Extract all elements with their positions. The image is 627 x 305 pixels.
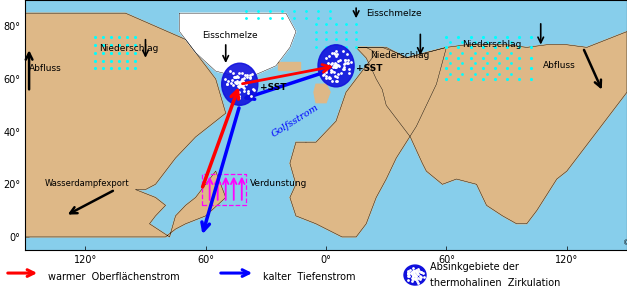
Text: +SST: +SST — [356, 64, 382, 73]
Text: Golfsstrom: Golfsstrom — [270, 103, 320, 139]
Text: +SST: +SST — [260, 83, 287, 92]
Text: Wasserdampfexport: Wasserdampfexport — [45, 179, 130, 188]
Text: Eisschmelze: Eisschmelze — [366, 9, 422, 18]
Text: Niederschlag: Niederschlag — [370, 51, 429, 60]
Ellipse shape — [222, 63, 258, 105]
Text: thermohalinen  Zirkulation: thermohalinen Zirkulation — [430, 278, 561, 288]
Polygon shape — [278, 62, 300, 70]
Text: Abfluss: Abfluss — [543, 61, 576, 70]
Polygon shape — [290, 47, 446, 237]
Text: Niederschlag: Niederschlag — [99, 44, 159, 53]
Ellipse shape — [404, 265, 426, 285]
Text: ©: © — [623, 240, 627, 246]
Text: warmer  Oberflächenstrom: warmer Oberflächenstrom — [48, 272, 179, 282]
Text: Abfluss: Abfluss — [29, 64, 62, 73]
Text: kalter  Tiefenstrom: kalter Tiefenstrom — [263, 272, 356, 282]
Text: Eisschmelze: Eisschmelze — [202, 31, 257, 40]
Text: Absinkgebiete der: Absinkgebiete der — [430, 262, 519, 272]
Polygon shape — [314, 84, 330, 103]
Polygon shape — [25, 13, 226, 237]
Polygon shape — [356, 32, 627, 224]
Ellipse shape — [318, 45, 354, 87]
Text: Verdunstung: Verdunstung — [250, 179, 307, 188]
Polygon shape — [179, 13, 296, 79]
Text: Niederschlag: Niederschlag — [463, 40, 522, 49]
